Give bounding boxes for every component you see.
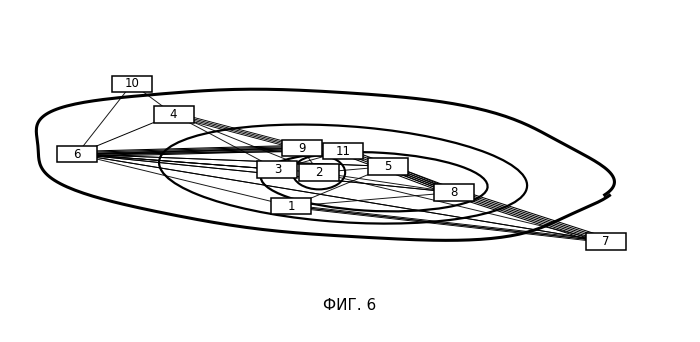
Text: ФИГ. 6: ФИГ. 6: [323, 298, 377, 313]
Text: 11: 11: [335, 145, 351, 158]
Text: 6: 6: [73, 148, 80, 161]
FancyBboxPatch shape: [112, 76, 152, 92]
FancyBboxPatch shape: [299, 165, 339, 181]
FancyBboxPatch shape: [281, 140, 321, 156]
Text: 1: 1: [288, 200, 295, 213]
FancyBboxPatch shape: [153, 106, 194, 122]
FancyBboxPatch shape: [323, 143, 363, 159]
Text: 7: 7: [602, 235, 610, 248]
FancyBboxPatch shape: [586, 233, 626, 250]
FancyBboxPatch shape: [434, 184, 474, 201]
Text: 5: 5: [384, 160, 392, 173]
FancyBboxPatch shape: [271, 198, 312, 214]
FancyBboxPatch shape: [57, 146, 97, 162]
Text: 3: 3: [274, 163, 281, 176]
Text: 9: 9: [298, 142, 305, 155]
Text: 2: 2: [315, 166, 323, 179]
Text: 8: 8: [450, 186, 457, 199]
FancyBboxPatch shape: [258, 161, 298, 177]
FancyBboxPatch shape: [368, 158, 408, 175]
Text: 10: 10: [125, 77, 139, 90]
Text: 4: 4: [170, 108, 177, 121]
